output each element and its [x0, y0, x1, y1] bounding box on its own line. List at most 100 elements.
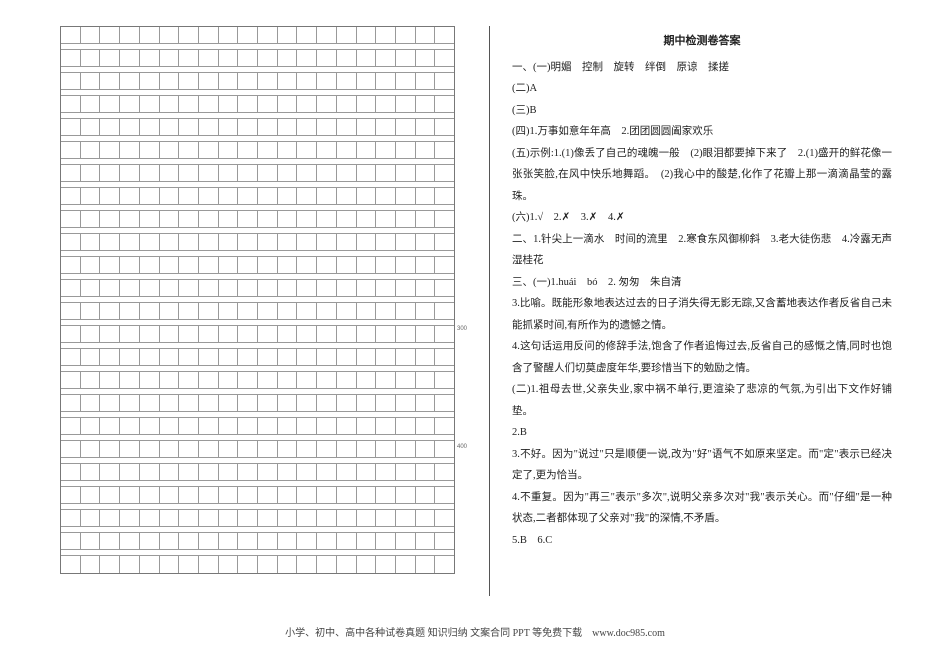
grid-cell	[160, 211, 180, 227]
grid-cell	[278, 487, 298, 503]
grid-cell	[376, 257, 396, 273]
grid-cell	[317, 50, 337, 66]
grid-cell	[317, 349, 337, 365]
grid-cell	[416, 487, 436, 503]
grid-cell	[317, 395, 337, 411]
grid-row	[61, 372, 454, 389]
grid-cell	[435, 556, 454, 573]
grid-cell	[238, 96, 258, 112]
grid-cell	[435, 211, 454, 227]
grid-cell	[278, 303, 298, 319]
grid-cell	[376, 50, 396, 66]
grid-cell	[258, 280, 278, 296]
grid-cell	[337, 556, 357, 573]
grid-cell	[278, 533, 298, 549]
grid-cell	[416, 211, 436, 227]
grid-cell	[376, 510, 396, 526]
grid-cell	[337, 234, 357, 250]
answer-line: 5.B 6.C	[512, 530, 892, 552]
grid-cell	[120, 96, 140, 112]
grid-cell	[297, 349, 317, 365]
grid-cell	[297, 510, 317, 526]
grid-cell	[396, 441, 416, 457]
grid-cell	[278, 395, 298, 411]
grid-cell	[238, 418, 258, 434]
grid-cell	[337, 303, 357, 319]
grid-cell	[140, 165, 160, 181]
grid-cell	[199, 280, 219, 296]
grid-cell	[376, 142, 396, 158]
grid-cell	[396, 510, 416, 526]
grid-cell	[100, 73, 120, 89]
grid-cell	[317, 142, 337, 158]
grid-row	[61, 119, 454, 136]
grid-cell	[160, 510, 180, 526]
grid-cell	[61, 418, 81, 434]
grid-cell	[278, 257, 298, 273]
grid-cell	[297, 119, 317, 135]
grid-cell	[100, 165, 120, 181]
grid-cell	[357, 211, 377, 227]
grid-cell	[396, 119, 416, 135]
grid-cell	[416, 441, 436, 457]
grid-cell	[219, 533, 239, 549]
grid-cell	[219, 257, 239, 273]
grid-cell	[376, 372, 396, 388]
grid-cell	[435, 165, 454, 181]
grid-cell	[179, 211, 199, 227]
grid-cell	[140, 533, 160, 549]
grid-cell	[317, 464, 337, 480]
grid-cell	[317, 487, 337, 503]
grid-cell	[81, 418, 101, 434]
grid-cell	[337, 96, 357, 112]
grid-cell	[81, 27, 101, 43]
grid-cell	[120, 234, 140, 250]
grid-cell	[238, 464, 258, 480]
answer-line: 3.不好。因为"说过"只是顺便一说,改为"好"语气不如原来坚定。而"定"表示已经…	[512, 444, 892, 487]
grid-cell	[81, 395, 101, 411]
grid-cell	[258, 27, 278, 43]
grid-cell	[416, 119, 436, 135]
grid-cell	[120, 510, 140, 526]
grid-cell	[416, 165, 436, 181]
grid-cell	[199, 165, 219, 181]
grid-cell	[120, 418, 140, 434]
grid-cell	[435, 441, 454, 457]
grid-cell	[140, 326, 160, 342]
grid-cell	[100, 96, 120, 112]
grid-cell	[160, 418, 180, 434]
grid-cell	[179, 165, 199, 181]
grid-cell	[61, 326, 81, 342]
grid-cell	[317, 211, 337, 227]
grid-cell	[416, 556, 436, 573]
grid-cell	[199, 96, 219, 112]
grid-cell	[140, 27, 160, 43]
grid-cell	[179, 50, 199, 66]
grid-cell	[81, 349, 101, 365]
grid-cell	[435, 119, 454, 135]
grid-cell	[337, 326, 357, 342]
grid-cell	[416, 234, 436, 250]
answer-grid-column: 300400	[60, 26, 455, 600]
grid-cell	[297, 533, 317, 549]
grid-cell	[258, 464, 278, 480]
grid-cell	[297, 556, 317, 573]
grid-cell	[258, 326, 278, 342]
grid-cell	[100, 211, 120, 227]
grid-cell	[337, 73, 357, 89]
grid-cell	[140, 234, 160, 250]
grid-cell	[81, 96, 101, 112]
grid-cell	[179, 27, 199, 43]
grid-cell	[376, 119, 396, 135]
grid-cell	[100, 487, 120, 503]
grid-cell	[238, 119, 258, 135]
grid-cell	[100, 303, 120, 319]
grid-cell	[120, 211, 140, 227]
grid-cell	[258, 303, 278, 319]
grid-cell	[179, 487, 199, 503]
answer-line: 4.这句话运用反问的修辞手法,饱含了作者追悔过去,反省自己的感慨之情,同时也饱含…	[512, 336, 892, 379]
grid-cell	[376, 303, 396, 319]
grid-cell	[435, 326, 454, 342]
grid-cell	[435, 27, 454, 43]
grid-cell	[160, 73, 180, 89]
